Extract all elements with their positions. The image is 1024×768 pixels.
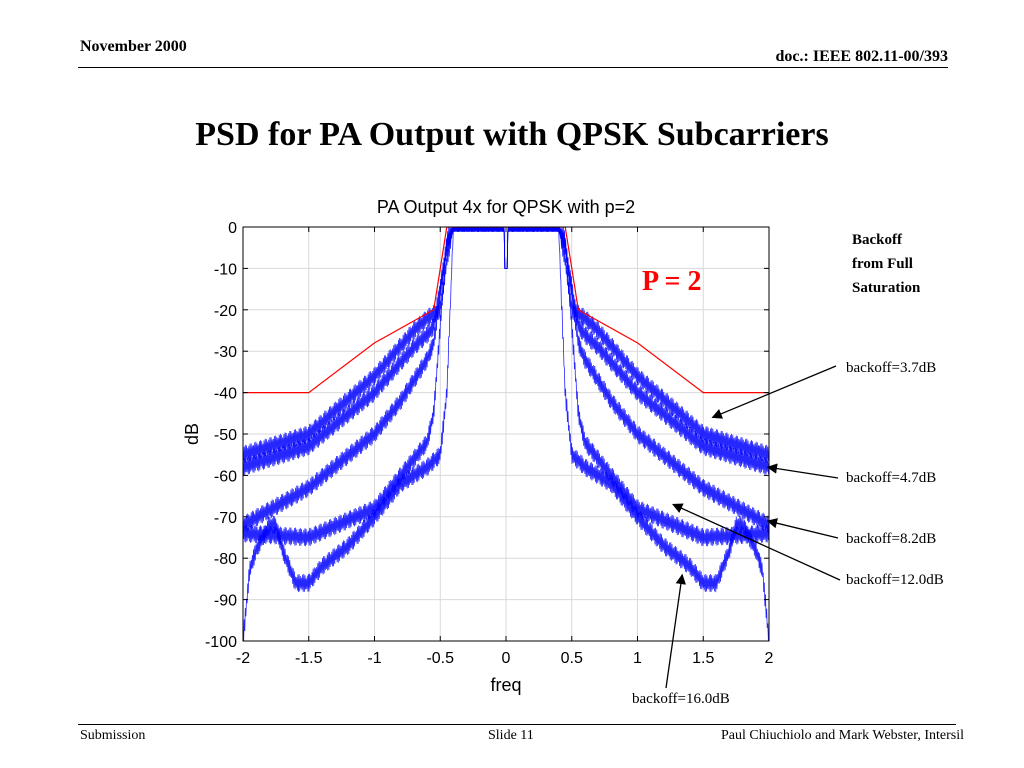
x-tick-label: 1.5 [692,650,714,667]
y-tick-label: -20 [214,303,237,320]
x-tick-label: -1 [367,650,381,667]
annotation-backoff-4-7: backoff=4.7dB [846,470,937,486]
annotation-backoff-12-0: backoff=12.0dB [846,572,944,588]
x-tick-label: -0.5 [426,650,454,667]
footer-left: Submission [80,728,146,743]
legend-title-line-2: from Full [852,256,913,272]
y-tick-label: -100 [205,634,237,651]
footer-slide-number: Slide 11 [488,728,534,743]
header-divider [78,67,948,68]
annotation-arrow [665,573,687,689]
psd-series-line [243,227,769,641]
y-tick-label: -30 [214,344,237,361]
x-axis-label: freq [490,675,521,695]
legend-title-line-1: Backoff [852,232,902,248]
p-value-note: P = 2 [642,266,702,297]
x-tick-label: 0 [502,650,511,667]
annotation-arrows [665,365,841,689]
footer-divider [78,724,956,725]
y-tick-label: -40 [214,386,237,403]
y-tick-label: -50 [214,427,237,444]
footer-authors: Paul Chiuchiolo and Mark Webster, Inters… [720,728,964,743]
backoff-legend-title: Backoff from Full Saturation [852,228,920,300]
slide-title: PSD for PA Output with QPSK Subcarriers [195,116,829,153]
y-tick-label: -70 [214,510,237,527]
x-tick-label: -2 [236,650,250,667]
annotation-arrow [672,503,841,581]
chart-title: PA Output 4x for QPSK with p=2 [377,197,635,217]
annotation-arrow [766,518,839,539]
x-tick-label: 2 [765,650,774,667]
annotation-backoff-16-0: backoff=16.0dB [632,691,730,707]
y-tick-label: -90 [214,593,237,610]
header-doc-id: doc.: IEEE 802.11-00/393 [775,48,948,65]
x-tick-label: -1.5 [295,650,323,667]
annotation-arrow [711,365,837,419]
y-tick-label: 0 [228,220,237,237]
x-tick-label: 1 [633,650,642,667]
legend-title-line-3: Saturation [852,280,921,296]
header-date: November 2000 [80,38,187,55]
annotation-arrow [766,463,839,479]
x-tick-label: 0.5 [561,650,583,667]
annotation-backoff-3-7: backoff=3.7dB [846,360,937,376]
y-tick-label: -10 [214,261,237,278]
y-tick-label: -60 [214,468,237,485]
y-tick-label: -80 [214,551,237,568]
spectral-mask-line [243,227,769,394]
annotation-backoff-8-2: backoff=8.2dB [846,531,937,547]
y-axis-label: dB [182,423,202,445]
